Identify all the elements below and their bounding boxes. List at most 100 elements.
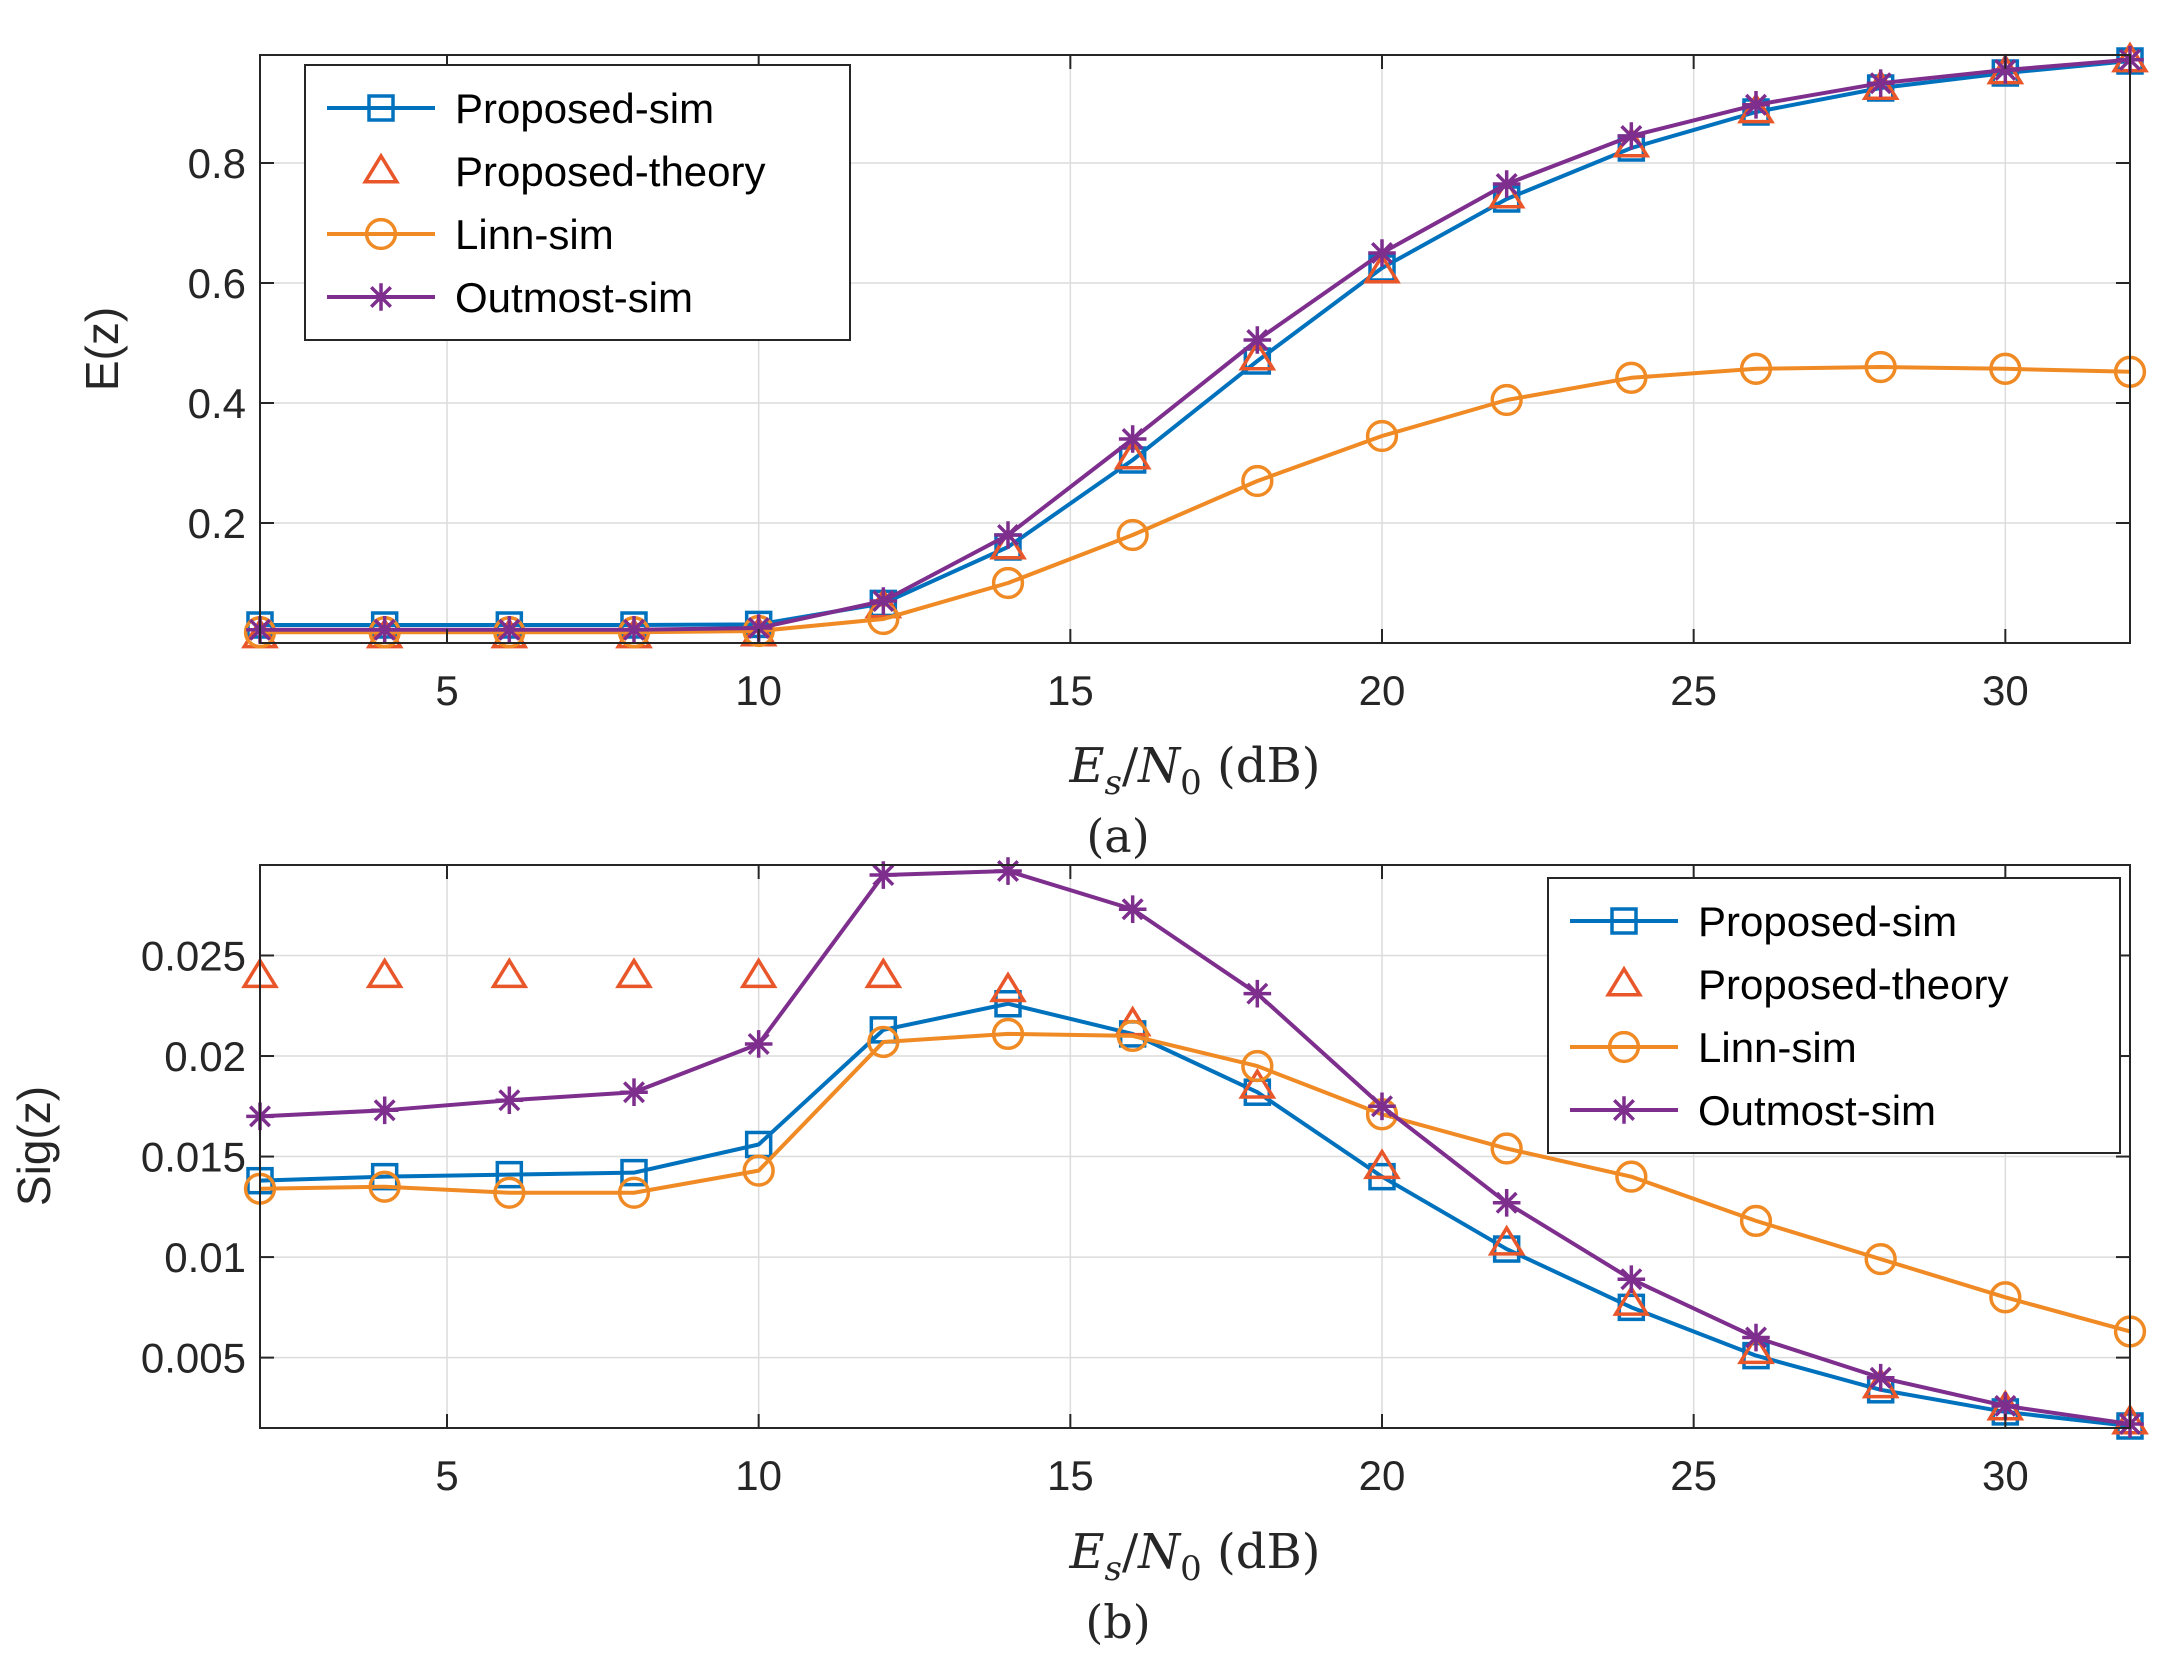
legend-entry: Linn-sim <box>327 211 614 258</box>
y-tick-label: 0.4 <box>188 380 246 427</box>
chart-panel-a: 5 10 15 20 25 300.20.40.60.8 E(z) Es/N0 (dB) … <box>76 41 2149 863</box>
y-tick-label: 0.6 <box>188 260 246 307</box>
data-point <box>620 616 648 644</box>
series-linn-sim <box>243 350 2147 649</box>
x-tick-label: 25 <box>1670 667 1717 714</box>
data-point <box>1742 1323 1770 1352</box>
legend-marker <box>1605 965 1643 997</box>
data-point <box>1118 425 1147 453</box>
legend-label: Outmost-sim <box>1698 1087 1936 1134</box>
x-tick-label: 25 <box>1670 1452 1717 1499</box>
caption-b: (b) <box>1085 1595 1150 1649</box>
data-point <box>1487 1224 1526 1256</box>
data-point <box>869 861 898 889</box>
data-point <box>1742 91 1770 119</box>
x-axis-label-b: Es/N0 (dB) <box>1068 1524 1320 1589</box>
legend-marker <box>1610 907 1638 935</box>
series-line <box>259 1001 2131 1428</box>
data-point <box>1989 352 2022 385</box>
data-point <box>1739 352 1773 385</box>
data-point <box>1243 979 1272 1008</box>
data-point <box>1243 326 1272 354</box>
x-label-slash: / <box>1122 738 1139 794</box>
data-point <box>368 1170 401 1203</box>
ticks-b: 5 10 15 20 25 30 0.005 0.01 0.015 0.02 0.025 <box>141 865 2130 1499</box>
legend-marker <box>1610 1096 1638 1124</box>
data-point <box>864 957 903 989</box>
data-point <box>1368 239 1396 267</box>
data-point <box>1490 1132 1523 1165</box>
series-line <box>259 1031 2131 1334</box>
y-tick-label: 0.02 <box>164 1033 246 1080</box>
x-tick-label: 15 <box>1047 667 1094 714</box>
data-point <box>994 857 1022 885</box>
data-point <box>365 957 404 989</box>
data-point <box>1368 1092 1396 1121</box>
legend-marker <box>1607 1030 1641 1064</box>
data-point <box>493 1176 526 1209</box>
data-point <box>1116 1019 1149 1053</box>
series-line <box>259 869 2131 1426</box>
data-point <box>994 989 1022 1018</box>
chart-panel-b: 5 10 15 20 25 30 0.005 0.01 0.015 0.02 0.025 Sig(z… <box>8 857 2149 1649</box>
data-point <box>620 1078 648 1107</box>
data-point <box>1363 252 1401 284</box>
x-tick-label: 20 <box>1359 667 1406 714</box>
y-tick-label: 0.8 <box>188 140 246 187</box>
x-label-e: E <box>1068 738 1104 794</box>
legend-label: Proposed-theory <box>455 148 766 195</box>
data-point <box>495 1160 524 1189</box>
data-point <box>1363 1148 1401 1180</box>
data-point <box>1739 1204 1773 1238</box>
x-tick-label: 10 <box>735 1452 782 1499</box>
x-tick-label: 5 <box>435 1452 458 1499</box>
x-label-sub-s: s <box>1105 1549 1122 1589</box>
y-axis-label-a: E(z) <box>76 307 128 391</box>
data-point <box>989 971 1027 1003</box>
legend-label: Proposed-sim <box>455 85 714 132</box>
legend-marker <box>367 283 395 311</box>
y-tick-label: 0.01 <box>164 1234 246 1281</box>
legend-box <box>1547 877 2121 1154</box>
data-point <box>1241 1049 1274 1083</box>
data-point <box>617 1176 651 1209</box>
ticks-a: 5 10 15 20 25 30 0.2 0.4 0.6 0.8 <box>188 55 2130 714</box>
data-point <box>869 587 898 615</box>
data-point <box>615 957 653 989</box>
data-point <box>742 1154 775 1187</box>
x-tick-label: 30 <box>1982 667 2029 714</box>
x-label-sub-0: 0 <box>1180 1549 1202 1589</box>
data-point <box>1492 1189 1521 1217</box>
data-point <box>370 616 399 644</box>
data-point <box>1492 170 1521 198</box>
y-axis-label-b: Sig(z) <box>8 1086 60 1206</box>
legend-entry: Outmost-sim <box>1570 1087 1936 1134</box>
x-axis-label-a: Es/N0 (dB) <box>1068 738 1320 803</box>
data-point <box>1238 1067 1277 1099</box>
legend-b: Proposed-sim Proposed-theory Linn-sim Outmo… <box>1547 877 2121 1154</box>
legend-entry: Proposed-sim <box>327 85 714 132</box>
axes-frame-a <box>259 54 2131 644</box>
legend-a: Proposed-sim Proposed-theory Linn-sim Outmo… <box>304 64 851 341</box>
data-point <box>991 566 1025 600</box>
data-point <box>1612 1284 1651 1316</box>
x-tick-label: 10 <box>735 667 782 714</box>
legend-label: Linn-sim <box>455 211 614 258</box>
y-tick-label: 0.005 <box>141 1335 246 1382</box>
legend-label: Proposed-sim <box>1698 898 1957 945</box>
x-tick-label: 5 <box>435 667 458 714</box>
x-tick-label: 20 <box>1359 1452 1406 1499</box>
data-point <box>1737 1333 1775 1365</box>
legend-marker <box>367 94 395 122</box>
series-line <box>260 57 2131 632</box>
data-point <box>1991 1392 2020 1420</box>
x-label-sub-0: 0 <box>1180 763 1202 803</box>
data-point <box>620 1158 648 1187</box>
axes-frame-b <box>259 864 2131 1429</box>
data-point <box>1615 361 1648 394</box>
legend-entry: Proposed-theory <box>362 148 766 195</box>
y-tick-label: 0.025 <box>141 932 246 979</box>
x-label-n: N <box>1137 1524 1182 1580</box>
data-point <box>370 1096 399 1125</box>
data-point <box>867 1025 900 1059</box>
